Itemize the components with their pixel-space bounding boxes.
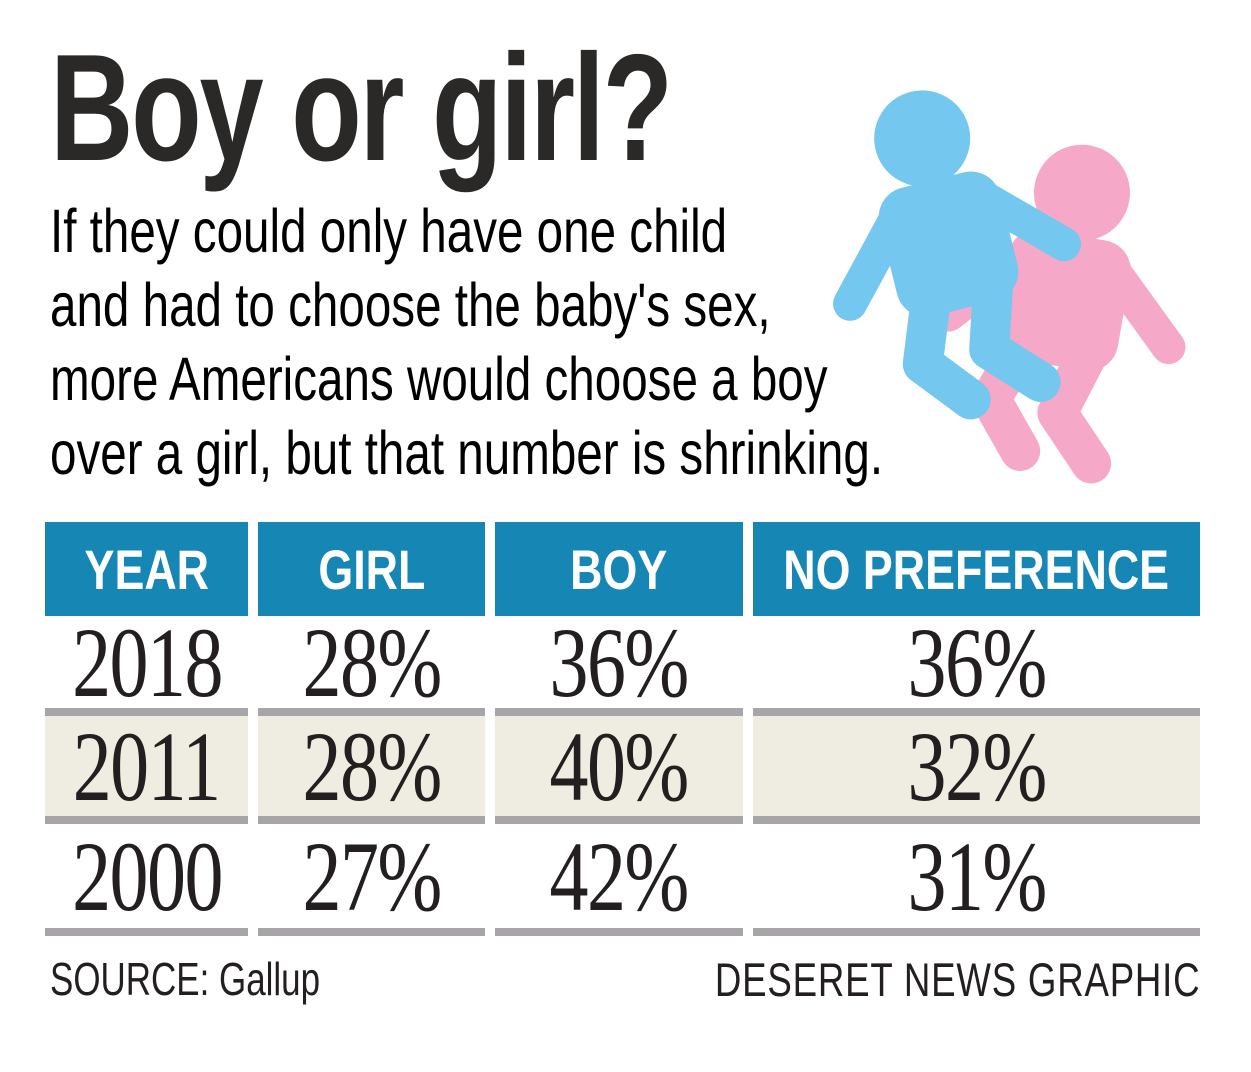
- source-label: SOURCE: Gallup: [50, 953, 321, 1005]
- cell-boy: 36%: [495, 607, 743, 718]
- intro-line-4: over a girl, but that number is shrinkin…: [50, 419, 884, 487]
- cell-boy: 40%: [495, 711, 743, 824]
- cell-no-preference: 31%: [753, 821, 1200, 936]
- cell-girl: 27%: [258, 821, 485, 936]
- footer: SOURCE: Gallup DESERET NEWS GRAPHIC: [45, 952, 1200, 1007]
- intro-line-3: more Americans would choose a boy: [50, 345, 828, 413]
- page-title-text: Boy or girl?: [50, 23, 673, 193]
- cell-girl: 28%: [258, 607, 485, 718]
- boy-baby-icon: [804, 65, 1095, 422]
- cell-girl: 28%: [258, 711, 485, 824]
- column-header-boy: BOY: [495, 522, 743, 616]
- cell-no-preference: 36%: [753, 607, 1200, 718]
- page-title: Boy or girl?: [50, 26, 867, 190]
- preference-table: YEAR GIRL BOY NO PREFERENCE 2018 28% 36%…: [45, 522, 1200, 936]
- cell-no-preference: 32%: [753, 711, 1200, 824]
- cell-year: 2000: [45, 821, 248, 936]
- column-header-year: YEAR: [45, 522, 248, 616]
- cell-year: 2011: [45, 711, 248, 824]
- intro-line-2: and had to choose the baby's sex,: [50, 271, 771, 339]
- credit-label: DESERET NEWS GRAPHIC: [714, 953, 1200, 1006]
- cell-year: 2018: [45, 607, 248, 718]
- babies-illustration: [800, 58, 1250, 503]
- intro-line-1: If they could only have one child: [50, 197, 728, 265]
- column-header-no-preference: NO PREFERENCE: [753, 522, 1200, 616]
- intro-paragraph: If they could only have one child and ha…: [50, 194, 955, 490]
- column-header-girl: GIRL: [258, 522, 485, 616]
- cell-boy: 42%: [495, 821, 743, 936]
